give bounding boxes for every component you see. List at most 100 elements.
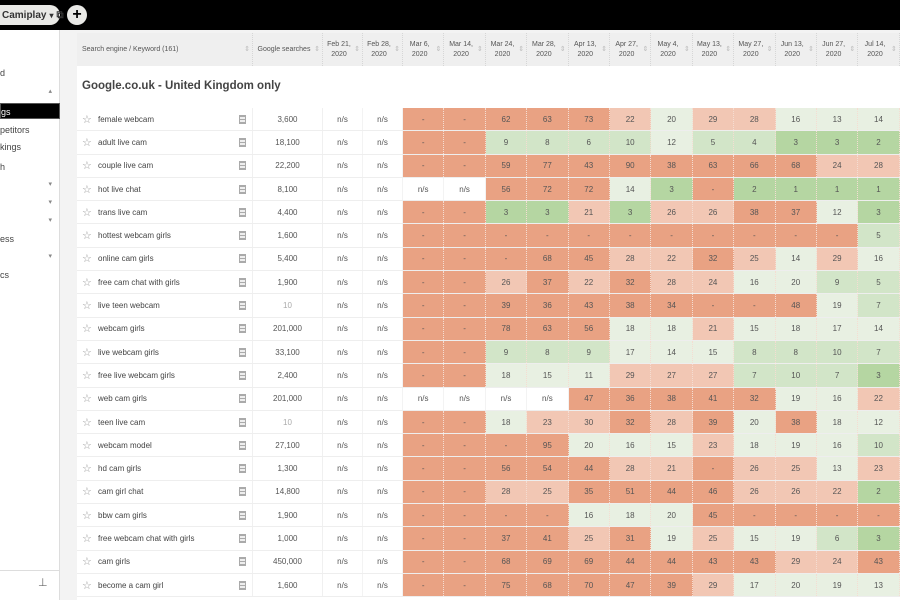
star-icon[interactable]: ☆ [82, 439, 92, 452]
sort-icon[interactable]: ⇕ [314, 45, 320, 53]
column-header[interactable]: Feb 28, 2020 ⇕ [363, 33, 403, 66]
keyword-cell[interactable]: ☆ cam girls [77, 550, 253, 573]
notes-icon[interactable] [239, 370, 246, 380]
notes-icon[interactable] [239, 464, 246, 474]
notes-icon[interactable] [239, 347, 246, 357]
column-header[interactable]: May 13, 2020 ⇕ [693, 33, 735, 66]
sort-icon[interactable]: ⇕ [518, 45, 525, 53]
add-button[interactable]: + [67, 5, 87, 25]
star-icon[interactable]: ☆ [82, 463, 92, 476]
star-icon[interactable]: ☆ [82, 369, 92, 382]
chevron-down-icon[interactable]: ▾ [48, 253, 52, 260]
notes-icon[interactable] [239, 487, 246, 497]
sort-icon[interactable]: ⇕ [725, 45, 732, 53]
notes-icon[interactable] [239, 440, 246, 450]
star-icon[interactable]: ☆ [82, 323, 92, 336]
notes-icon[interactable] [239, 510, 246, 520]
column-header[interactable]: Jun 13, 2020 ⇕ [776, 33, 817, 66]
notes-icon[interactable] [239, 557, 246, 567]
notes-icon[interactable] [239, 231, 246, 241]
keyword-cell[interactable]: ☆ bbw cam girls [77, 504, 253, 527]
column-header[interactable]: Mar 14, 2020 ⇕ [444, 33, 486, 66]
keyword-cell[interactable]: ☆ hot live chat [77, 177, 253, 201]
star-icon[interactable]: ☆ [82, 113, 92, 126]
star-icon[interactable]: ☆ [82, 486, 92, 499]
notes-icon[interactable] [239, 114, 246, 124]
notes-icon[interactable] [239, 580, 246, 590]
keyword-cell[interactable]: ☆ hd cam girls [77, 457, 253, 480]
column-header[interactable]: Jul 14, 2020 ⇕ [858, 33, 900, 66]
keyword-cell[interactable]: ☆ teen live cam [77, 410, 253, 434]
star-icon[interactable]: ☆ [82, 183, 92, 196]
sort-icon[interactable]: ⇕ [244, 45, 250, 53]
keyword-cell[interactable]: ☆ free cam chat with girls [77, 271, 253, 294]
sidebar-item[interactable]: ▾ [0, 249, 60, 265]
column-header[interactable]: Apr 13, 2020 ⇕ [569, 33, 610, 66]
pin-icon[interactable]: ⊥ [38, 577, 48, 589]
edit-icon[interactable]: ⧉ [56, 9, 64, 21]
sort-icon[interactable]: ⇕ [601, 45, 607, 53]
column-header[interactable]: Feb 21, 2020 ⇕ [323, 33, 363, 66]
sort-icon[interactable]: ⇕ [849, 45, 856, 53]
column-header[interactable]: Google searches ⇕ [253, 33, 323, 66]
star-icon[interactable]: ☆ [82, 206, 92, 219]
sidebar-item[interactable]: petitors [0, 122, 60, 138]
star-icon[interactable]: ☆ [82, 346, 92, 359]
notes-icon[interactable] [239, 161, 246, 171]
chevron-down-icon[interactable]: ▾ [48, 217, 52, 224]
column-header[interactable]: May 4, 2020 ⇕ [651, 33, 693, 66]
sidebar-item[interactable]: ▾ [0, 177, 60, 193]
sidebar-item[interactable]: kings [0, 139, 60, 155]
chevron-down-icon[interactable]: ▾ [48, 199, 52, 206]
sidebar-item[interactable]: d [0, 65, 60, 81]
notes-icon[interactable] [239, 277, 246, 287]
chevron-down-icon[interactable]: ▾ [48, 181, 52, 188]
keyword-cell[interactable]: ☆ become a cam girl [77, 573, 253, 597]
column-header[interactable]: Apr 27, 2020 ⇕ [610, 33, 652, 66]
sort-icon[interactable]: ⇕ [890, 45, 897, 53]
keyword-cell[interactable]: ☆ live webcam girls [77, 340, 253, 364]
keyword-cell[interactable]: ☆ female webcam [77, 108, 253, 131]
notes-icon[interactable] [239, 301, 246, 311]
keyword-cell[interactable]: ☆ online cam girls [77, 247, 253, 271]
sidebar-item[interactable]: ▾ [0, 195, 60, 211]
sort-icon[interactable]: ⇕ [476, 45, 483, 53]
sidebar-item[interactable]: ▴ [0, 84, 60, 100]
sidebar-item[interactable]: ess [0, 231, 60, 247]
keyword-cell[interactable]: ☆ live teen webcam [77, 294, 253, 317]
column-header[interactable]: Mar 28, 2020 ⇕ [527, 33, 569, 66]
notes-icon[interactable] [239, 207, 246, 217]
notes-icon[interactable] [239, 137, 246, 147]
star-icon[interactable]: ☆ [82, 136, 92, 149]
sort-icon[interactable]: ⇕ [354, 45, 360, 53]
star-icon[interactable]: ☆ [82, 579, 92, 592]
column-header[interactable]: May 27, 2020 ⇕ [734, 33, 776, 66]
sort-icon[interactable]: ⇕ [808, 45, 814, 53]
keyword-cell[interactable]: ☆ webcam girls [77, 317, 253, 340]
star-icon[interactable]: ☆ [82, 509, 92, 522]
notes-icon[interactable] [239, 324, 246, 334]
star-icon[interactable]: ☆ [82, 532, 92, 545]
star-icon[interactable]: ☆ [82, 230, 92, 243]
column-header[interactable]: Jun 27, 2020 ⇕ [817, 33, 859, 66]
sort-icon[interactable]: ⇕ [435, 45, 442, 53]
star-icon[interactable]: ☆ [82, 393, 92, 406]
chevron-up-icon[interactable]: ▴ [48, 88, 52, 95]
sort-icon[interactable]: ⇕ [683, 45, 690, 53]
notes-icon[interactable] [239, 184, 246, 194]
keyword-cell[interactable]: ☆ trans live cam [77, 201, 253, 224]
sort-icon[interactable]: ⇕ [559, 45, 566, 53]
keyword-cell[interactable]: ☆ cam girl chat [77, 480, 253, 504]
sidebar-item[interactable]: h [0, 159, 60, 175]
notes-icon[interactable] [239, 394, 246, 404]
keyword-cell[interactable]: ☆ adult live cam [77, 131, 253, 154]
star-icon[interactable]: ☆ [82, 556, 92, 569]
sidebar-item[interactable]: cs [0, 267, 60, 283]
keyword-cell[interactable]: ☆ free live webcam girls [77, 364, 253, 387]
sort-icon[interactable]: ⇕ [766, 45, 773, 53]
keyword-cell[interactable]: ☆ hottest webcam girls [77, 224, 253, 247]
star-icon[interactable]: ☆ [82, 416, 92, 429]
sort-icon[interactable]: ⇕ [642, 45, 649, 53]
sidebar-item[interactable]: gs [0, 103, 60, 119]
star-icon[interactable]: ☆ [82, 276, 92, 289]
